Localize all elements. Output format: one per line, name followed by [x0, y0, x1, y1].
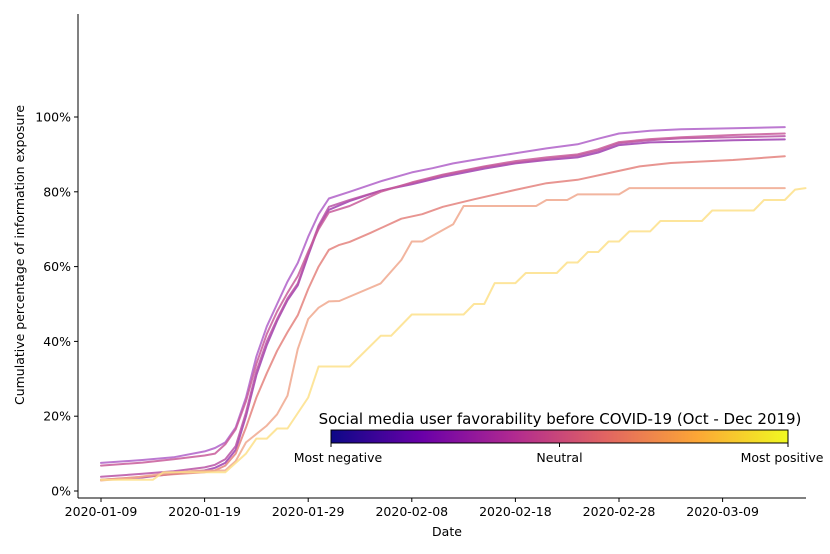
- y-tick-label: 100%: [35, 110, 71, 125]
- colorbar: Social media user favorability before CO…: [294, 410, 824, 465]
- y-tick-label: 60%: [43, 259, 71, 274]
- y-ticks: 0% 20% 40% 60% 80% 100%: [35, 110, 78, 499]
- x-tick-label: 2020-01-09: [65, 504, 138, 519]
- colorbar-ticks: Most negative Neutral Most positive: [294, 443, 824, 465]
- colorbar-title: Social media user favorability before CO…: [319, 410, 802, 428]
- x-axis-title: Date: [432, 524, 462, 539]
- series-line-5: [100, 155, 786, 481]
- series-layer: [100, 126, 807, 482]
- y-axis-title: Cumulative percentage of information exp…: [12, 105, 27, 405]
- series-line-6: [100, 187, 786, 482]
- axes: 0%20%40%60%80%100% 2020-01-09 2020-01-19 2…: [12, 14, 806, 539]
- colorbar-tick-label: Neutral: [536, 450, 582, 465]
- x-tick-label: 2020-02-18: [479, 504, 552, 519]
- x-tick-label: 2020-01-19: [168, 504, 241, 519]
- colorbar-tick-label: Most negative: [294, 450, 383, 465]
- y-tick-label: 20%: [43, 409, 71, 424]
- colorbar-tick-label: Most positive: [741, 450, 824, 465]
- x-tick-label: 2020-02-08: [375, 504, 448, 519]
- series-line-7: [100, 187, 807, 481]
- y-tick-label: 40%: [43, 334, 71, 349]
- y-tick-label: 80%: [43, 184, 71, 199]
- series-line-1: [100, 126, 786, 464]
- x-tick-label: 2020-03-09: [686, 504, 759, 519]
- series-line-2: [100, 138, 786, 481]
- x-ticks: 2020-01-09 2020-01-19 2020-01-29 2020-02-08…: [65, 498, 759, 519]
- x-tick-label: 2020-02-28: [583, 504, 656, 519]
- colorbar-gradient: [330, 429, 789, 444]
- series-line-4: [100, 132, 786, 467]
- series-line-3: [100, 135, 786, 478]
- y-tick-label: 0%: [51, 484, 71, 499]
- x-tick-label: 2020-01-29: [272, 504, 345, 519]
